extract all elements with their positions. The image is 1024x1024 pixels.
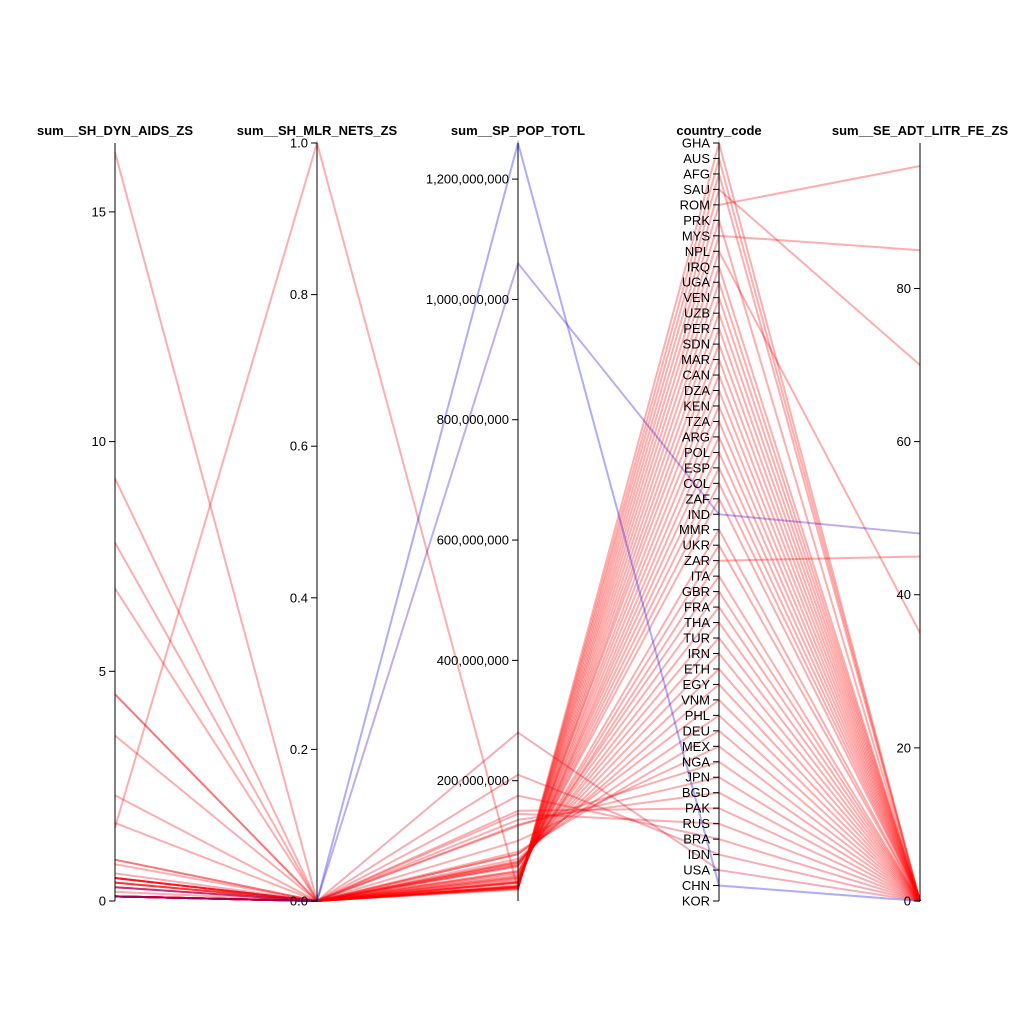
- tick-label: 800,000,000: [437, 412, 509, 427]
- axis-title-litr: sum__SE_ADT_LITR_FE_ZS: [832, 123, 1009, 138]
- tick-label-fra: FRA: [684, 600, 710, 615]
- tick-label-vnm: VNM: [681, 692, 710, 707]
- tick-label-irq: IRQ: [687, 259, 710, 274]
- tick-label-ukr: UKR: [683, 538, 710, 553]
- tick-label: 400,000,000: [437, 653, 509, 668]
- tick-label: 0: [904, 894, 911, 909]
- tick-label-uzb: UZB: [684, 306, 710, 321]
- tick-label-rus: RUS: [683, 816, 711, 831]
- tick-label: 10: [92, 434, 106, 449]
- tick-label-esp: ESP: [684, 460, 710, 475]
- axis-title-pop: sum__SP_POP_TOTL: [451, 123, 585, 138]
- tick-label-arg: ARG: [682, 429, 710, 444]
- tick-label: 20: [897, 740, 911, 755]
- tick-label-kor: KOR: [682, 894, 710, 909]
- tick-label-uga: UGA: [682, 275, 711, 290]
- tick-label-sau: SAU: [683, 182, 710, 197]
- tick-label-tza: TZA: [685, 414, 710, 429]
- tick-label-egy: EGY: [683, 677, 711, 692]
- tick-label-dza: DZA: [684, 383, 710, 398]
- axis-title-aids: sum__SH_DYN_AIDS_ZS: [37, 123, 193, 138]
- tick-label-ind: IND: [688, 507, 710, 522]
- tick-label-zaf: ZAF: [685, 491, 710, 506]
- tick-label-npl: NPL: [685, 244, 710, 259]
- tick-label-ven: VEN: [683, 290, 710, 305]
- tick-label: 0.2: [290, 742, 308, 757]
- tick-label-mar: MAR: [681, 352, 710, 367]
- tick-label-pak: PAK: [685, 801, 710, 816]
- tick-label-prk: PRK: [683, 213, 710, 228]
- tick-label-per: PER: [683, 321, 710, 336]
- tick-label-bra: BRA: [683, 832, 710, 847]
- axis-title-nets: sum__SH_MLR_NETS_ZS: [237, 123, 398, 138]
- axis-litr: sum__SE_ADT_LITR_FE_ZS 0 20 40 60 80: [832, 123, 1009, 909]
- tick-label-gha: GHA: [682, 136, 711, 151]
- axis-pop: sum__SP_POP_TOTL 200,000,000 400,000,000 60…: [426, 123, 585, 901]
- tick-label: 0.8: [290, 287, 308, 302]
- tick-label-ken: KEN: [683, 398, 710, 413]
- axes-layer: sum__SH_DYN_AIDS_ZS 0 5 10 15 sum__SH_MLR_NET…: [37, 123, 1008, 909]
- tick-label-mex: MEX: [682, 739, 711, 754]
- tick-label-phl: PHL: [685, 708, 710, 723]
- tick-label-irn: IRN: [688, 646, 710, 661]
- tick-label: 0.0: [290, 894, 308, 909]
- tick-label-zar: ZAR: [684, 553, 710, 568]
- tick-label-nga: NGA: [682, 754, 711, 769]
- tick-label: 1,000,000,000: [426, 292, 509, 307]
- tick-label-deu: DEU: [683, 723, 710, 738]
- tick-label: 0.6: [290, 439, 308, 454]
- tick-label-pol: POL: [684, 445, 710, 460]
- tick-label: 80: [897, 281, 911, 296]
- tick-label-jpn: JPN: [685, 770, 710, 785]
- tick-label-tha: THA: [684, 615, 710, 630]
- axis-aids: sum__SH_DYN_AIDS_ZS 0 5 10 15: [37, 123, 193, 909]
- tick-label-afg: AFG: [683, 166, 710, 181]
- tick-label: 0: [99, 894, 106, 909]
- tick-label-chn: CHN: [682, 878, 710, 893]
- tick-label-usa: USA: [683, 863, 710, 878]
- tick-label: 600,000,000: [437, 533, 509, 548]
- tick-label: 40: [897, 587, 911, 602]
- tick-label: 1,200,000,000: [426, 172, 509, 187]
- tick-label-idn: IDN: [688, 847, 710, 862]
- tick-label-aus: AUS: [683, 151, 710, 166]
- tick-label-bgd: BGD: [682, 785, 710, 800]
- tick-label: 0.4: [290, 590, 308, 605]
- tick-label-ita: ITA: [691, 569, 711, 584]
- axis-country: country_codeGHAAUSAFGSAUROMPRKMYSNPLIRQU…: [676, 123, 761, 909]
- tick-label: 60: [897, 434, 911, 449]
- tick-label-tur: TUR: [683, 631, 710, 646]
- tick-label-can: CAN: [683, 368, 710, 383]
- tick-label-rom: ROM: [680, 197, 710, 212]
- tick-label-mys: MYS: [682, 228, 711, 243]
- tick-label: 200,000,000: [437, 773, 509, 788]
- tick-label-sdn: SDN: [683, 337, 710, 352]
- tick-label-mmr: MMR: [679, 522, 710, 537]
- tick-label-gbr: GBR: [682, 584, 710, 599]
- tick-label-eth: ETH: [684, 661, 710, 676]
- axis-nets: sum__SH_MLR_NETS_ZS 0.0 0.2 0.4 0.6 0.8 1.0: [237, 123, 398, 909]
- axis-title-country: country_code: [676, 123, 761, 138]
- tick-label: 5: [99, 664, 106, 679]
- tick-label: 1.0: [290, 136, 308, 151]
- tick-label-col: COL: [683, 476, 710, 491]
- tick-label: 15: [92, 204, 106, 219]
